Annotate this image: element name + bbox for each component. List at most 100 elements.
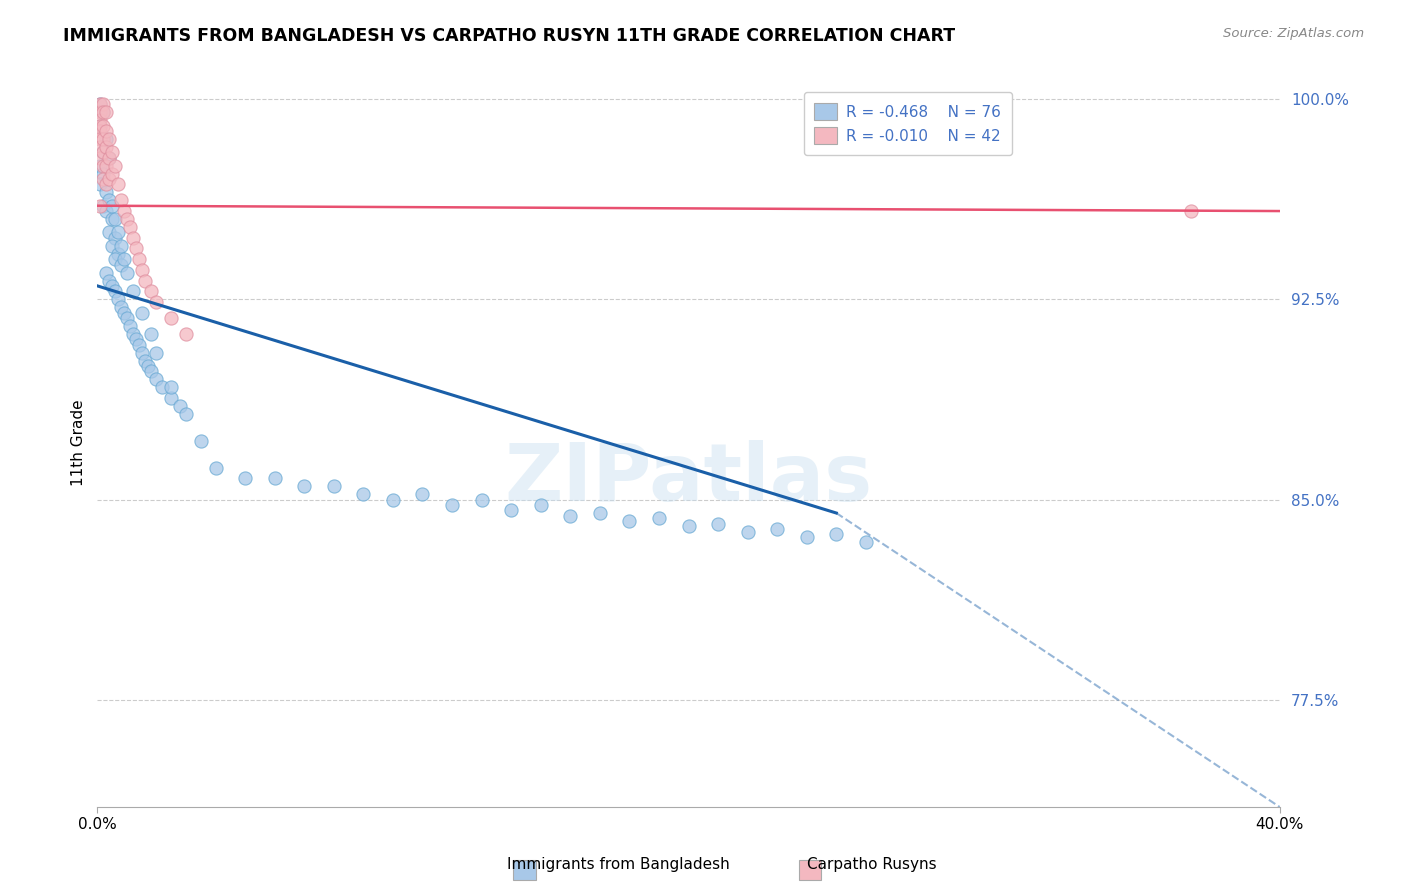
Point — [169, 399, 191, 413]
Point — [101, 199, 124, 213]
Point — [128, 337, 150, 351]
Point — [91, 167, 114, 181]
Point — [134, 353, 156, 368]
Text: IMMIGRANTS FROM BANGLADESH VS CARPATHO RUSYN 11TH GRADE CORRELATION CHART: IMMIGRANTS FROM BANGLADESH VS CARPATHO R… — [63, 27, 956, 45]
Point — [322, 479, 344, 493]
Point — [160, 391, 183, 405]
Point — [91, 105, 114, 120]
Point — [89, 119, 111, 133]
Point — [115, 310, 138, 325]
Point — [136, 359, 159, 373]
Point — [96, 159, 118, 173]
Text: Source: ZipAtlas.com: Source: ZipAtlas.com — [1223, 27, 1364, 40]
Point — [190, 434, 212, 448]
Point — [139, 326, 162, 341]
Point — [89, 97, 111, 112]
Point — [112, 204, 135, 219]
Point — [110, 258, 132, 272]
Point — [96, 124, 118, 138]
Point — [233, 471, 256, 485]
Point — [125, 332, 148, 346]
Point — [678, 519, 700, 533]
Point — [96, 178, 118, 192]
Point — [648, 511, 671, 525]
Point — [89, 132, 111, 146]
Point — [121, 231, 143, 245]
FancyBboxPatch shape — [513, 860, 536, 880]
Point — [292, 479, 315, 493]
Point — [110, 239, 132, 253]
Point — [89, 119, 111, 133]
Point — [104, 212, 127, 227]
Point — [91, 97, 114, 112]
Point — [96, 266, 118, 280]
Point — [91, 145, 114, 160]
Point — [121, 284, 143, 298]
Point — [619, 514, 641, 528]
Point — [101, 212, 124, 227]
Point — [101, 145, 124, 160]
Point — [471, 492, 494, 507]
Point — [560, 508, 582, 523]
Point — [145, 372, 167, 386]
Point — [91, 159, 114, 173]
Point — [91, 145, 114, 160]
Point — [204, 460, 226, 475]
Point — [96, 186, 118, 200]
Point — [91, 199, 114, 213]
Point — [115, 266, 138, 280]
Point — [89, 97, 111, 112]
Point — [855, 535, 877, 549]
Point — [737, 524, 759, 539]
Point — [101, 278, 124, 293]
Point — [96, 140, 118, 154]
Point — [89, 178, 111, 192]
Point — [101, 167, 124, 181]
Point — [91, 172, 114, 186]
Point — [89, 124, 111, 138]
Text: ZIPatlas: ZIPatlas — [505, 440, 873, 517]
Point — [98, 172, 121, 186]
Point — [174, 326, 197, 341]
Point — [139, 364, 162, 378]
Point — [145, 294, 167, 309]
Point — [530, 498, 553, 512]
Point — [101, 239, 124, 253]
Point — [112, 305, 135, 319]
Point — [91, 119, 114, 133]
Point — [263, 471, 285, 485]
Point — [160, 380, 183, 394]
Point — [98, 151, 121, 165]
Point — [121, 326, 143, 341]
Point — [89, 151, 111, 165]
Point — [796, 530, 818, 544]
Point — [107, 178, 129, 192]
Point — [589, 506, 612, 520]
Point — [107, 247, 129, 261]
Point — [89, 105, 111, 120]
Point — [110, 300, 132, 314]
Point — [98, 194, 121, 208]
Point — [98, 226, 121, 240]
Point — [125, 242, 148, 256]
Point — [128, 252, 150, 267]
Point — [174, 407, 197, 421]
Point — [91, 132, 114, 146]
Point — [110, 194, 132, 208]
Point — [104, 252, 127, 267]
Point — [134, 274, 156, 288]
Point — [441, 498, 464, 512]
Point — [96, 204, 118, 219]
Point — [104, 231, 127, 245]
Point — [131, 305, 153, 319]
Text: Carpatho Rusyns: Carpatho Rusyns — [807, 857, 936, 872]
Point — [89, 159, 111, 173]
Point — [139, 284, 162, 298]
Point — [118, 220, 141, 235]
Point — [98, 132, 121, 146]
Point — [381, 492, 404, 507]
Point — [107, 292, 129, 306]
Point — [98, 151, 121, 165]
Point — [131, 345, 153, 359]
Point — [150, 380, 173, 394]
